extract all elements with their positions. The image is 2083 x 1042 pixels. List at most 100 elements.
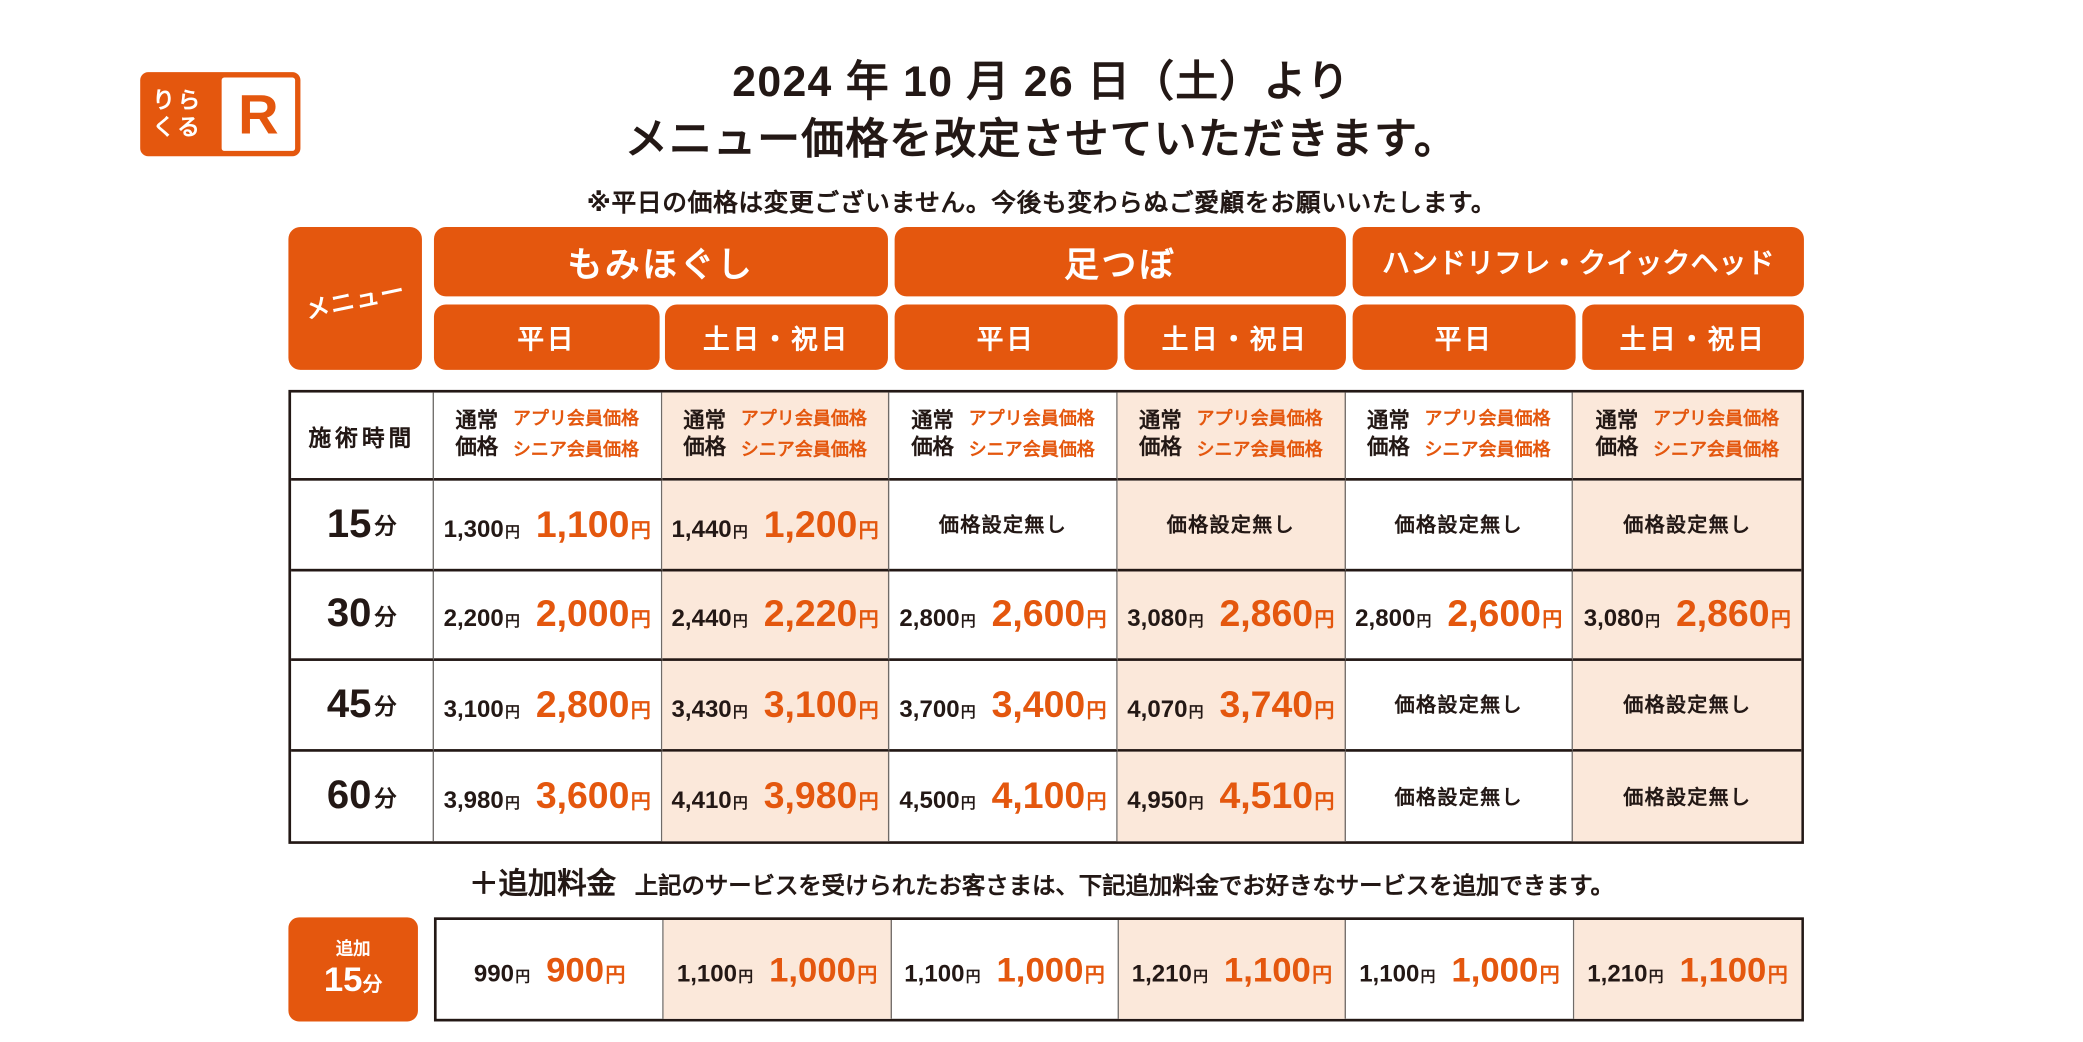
price-cell: 3,430円 3,100円 bbox=[661, 660, 890, 752]
yen-suffix: 円 bbox=[960, 614, 976, 631]
yen-suffix: 円 bbox=[630, 609, 651, 632]
yen-suffix: 円 bbox=[1420, 968, 1436, 985]
rirakuru-logo: りら くる R bbox=[140, 72, 301, 157]
normal-price: 1,100 bbox=[904, 959, 965, 987]
yen-suffix: 円 bbox=[1416, 614, 1432, 631]
member-price: 1,100 bbox=[535, 503, 630, 545]
yen-suffix: 円 bbox=[733, 796, 748, 813]
normal-price-label: 通常 価格 bbox=[455, 409, 499, 460]
price-cell: 4,410円 3,980円 bbox=[661, 751, 890, 842]
day-header-hand-weekday: 平日 bbox=[1352, 304, 1576, 370]
price-cell: 1,440円 1,200円 bbox=[661, 480, 890, 571]
normal-price: 3,080 bbox=[1127, 605, 1188, 632]
addon-caption: ＋追加料金 上記のサービスを受けられたお客さまは、下記追加料金でお好きなサービスを… bbox=[0, 860, 2083, 903]
yen-suffix: 円 bbox=[1086, 609, 1107, 632]
category-header-ashitsubo: 足つぼ bbox=[894, 226, 1346, 297]
price-note: ※平日の価格は変更ございません。今後も変わらぬご愛顧をお願いいたします。 bbox=[586, 188, 1497, 217]
yen-suffix: 円 bbox=[1770, 609, 1791, 632]
member-price-label: アプリ会員価格 シニア会員価格 bbox=[512, 408, 640, 460]
member-price: 3,980 bbox=[763, 774, 858, 817]
normal-price: 3,080 bbox=[1583, 605, 1644, 632]
member-price: 2,860 bbox=[1675, 593, 1770, 635]
yen-suffix: 円 bbox=[857, 963, 878, 987]
price-cell: 2,200円 2,000円 bbox=[433, 570, 662, 661]
member-price: 3,600 bbox=[535, 774, 630, 817]
time-row-label-45: 45 分 bbox=[291, 660, 434, 752]
normal-price: 4,500 bbox=[899, 786, 960, 814]
addon-price-table: 990円 900円 1,100円 1,000円 1,100円 1,000円 1,210… bbox=[433, 917, 1804, 1022]
normal-price: 2,800 bbox=[899, 605, 960, 632]
time-row-label-15: 15 分 bbox=[291, 480, 434, 571]
normal-price: 1,300 bbox=[443, 515, 504, 542]
normal-price-label: 通常 価格 bbox=[1595, 409, 1639, 460]
day-header-ashi-weekday: 平日 bbox=[894, 304, 1118, 370]
day-header-momi-weekend: 土日・祝日 bbox=[664, 304, 888, 370]
addon-price-cell: 990円 900円 bbox=[437, 919, 665, 1019]
price-type-header: 通常 価格 アプリ会員価格 シニア会員価格 bbox=[433, 392, 662, 481]
yen-suffix: 円 bbox=[505, 524, 520, 541]
price-cell: 2,800円 2,600円 bbox=[1345, 570, 1574, 661]
addon-price-cell: 1,100円 1,000円 bbox=[891, 919, 1119, 1019]
title-line1: 2024 年 10 月 26 日（土）より bbox=[732, 57, 1351, 106]
category-header-momihogushi: もみほぐし bbox=[433, 226, 888, 297]
no-price-cell: 価格設定無し bbox=[1573, 660, 1802, 752]
member-price: 1,000 bbox=[769, 948, 856, 989]
yen-suffix: 円 bbox=[1188, 796, 1204, 813]
yen-suffix: 円 bbox=[960, 796, 976, 813]
page-title: 2024 年 10 月 26 日（土）より メニュー価格を改定させていただきます… bbox=[0, 53, 2083, 167]
member-price: 4,100 bbox=[991, 774, 1086, 817]
member-price: 2,600 bbox=[1447, 593, 1541, 635]
price-cell: 3,100円 2,800円 bbox=[433, 660, 662, 752]
addon-price-cell: 1,100円 1,000円 bbox=[664, 919, 892, 1019]
yen-suffix: 円 bbox=[738, 968, 754, 985]
normal-price: 3,430 bbox=[671, 695, 732, 723]
price-cell: 4,950円 4,510円 bbox=[1117, 751, 1346, 842]
addon-price-cell: 1,210円 1,100円 bbox=[1118, 919, 1347, 1019]
addon-heading: ＋追加料金 bbox=[469, 866, 617, 900]
addon-time-label: 15分 bbox=[323, 958, 383, 999]
yen-suffix: 円 bbox=[1314, 699, 1335, 723]
member-price: 1,100 bbox=[1223, 948, 1311, 989]
member-price: 1,100 bbox=[1679, 948, 1767, 989]
yen-suffix: 円 bbox=[858, 790, 879, 814]
normal-price: 3,100 bbox=[443, 695, 504, 723]
yen-suffix: 円 bbox=[630, 699, 651, 723]
logo-kana-bottom: くる bbox=[152, 114, 203, 140]
price-type-header: 通常 価格 アプリ会員価格 シニア会員価格 bbox=[1345, 392, 1574, 481]
normal-price: 1,100 bbox=[1359, 959, 1420, 987]
yen-suffix: 円 bbox=[1084, 963, 1105, 987]
member-price: 2,800 bbox=[535, 683, 630, 725]
normal-price: 1,100 bbox=[676, 959, 738, 987]
member-price-label: アプリ会員価格 シニア会員価格 bbox=[1652, 408, 1780, 460]
price-type-header: 通常 価格 アプリ会員価格 シニア会員価格 bbox=[661, 392, 890, 481]
member-price: 900 bbox=[546, 948, 605, 989]
menu-corner-label: メニュー bbox=[303, 276, 408, 324]
member-price-label: アプリ会員価格 シニア会員価格 bbox=[740, 408, 867, 460]
menu-corner-cell: メニュー bbox=[288, 226, 422, 370]
normal-price: 3,700 bbox=[899, 695, 960, 723]
yen-suffix: 円 bbox=[1188, 704, 1204, 721]
yen-suffix: 円 bbox=[1314, 609, 1335, 632]
title-line2: メニュー価格を改定させていただきます。 bbox=[625, 114, 1458, 163]
price-cell: 3,080円 2,860円 bbox=[1573, 570, 1802, 661]
yen-suffix: 円 bbox=[630, 790, 651, 814]
yen-suffix: 円 bbox=[605, 963, 626, 987]
yen-suffix: 円 bbox=[1539, 963, 1560, 987]
yen-suffix: 円 bbox=[1648, 968, 1664, 985]
member-price: 3,740 bbox=[1219, 683, 1314, 725]
yen-suffix: 円 bbox=[965, 968, 981, 985]
no-price-cell: 価格設定無し bbox=[1573, 751, 1802, 842]
member-price: 4,510 bbox=[1219, 774, 1314, 817]
yen-suffix: 円 bbox=[1312, 963, 1333, 987]
no-price-cell: 価格設定無し bbox=[1573, 480, 1802, 571]
addon-price-cell: 1,100円 1,000円 bbox=[1346, 919, 1574, 1019]
yen-suffix: 円 bbox=[1645, 614, 1660, 631]
yen-suffix: 円 bbox=[1086, 790, 1107, 814]
time-row-label-30: 30 分 bbox=[291, 570, 434, 661]
yen-suffix: 円 bbox=[858, 699, 879, 723]
no-price-cell: 価格設定無し bbox=[1117, 480, 1346, 571]
no-price-cell: 価格設定無し bbox=[1345, 480, 1574, 571]
normal-price-label: 通常 価格 bbox=[1139, 409, 1182, 460]
normal-price: 4,950 bbox=[1127, 786, 1188, 814]
